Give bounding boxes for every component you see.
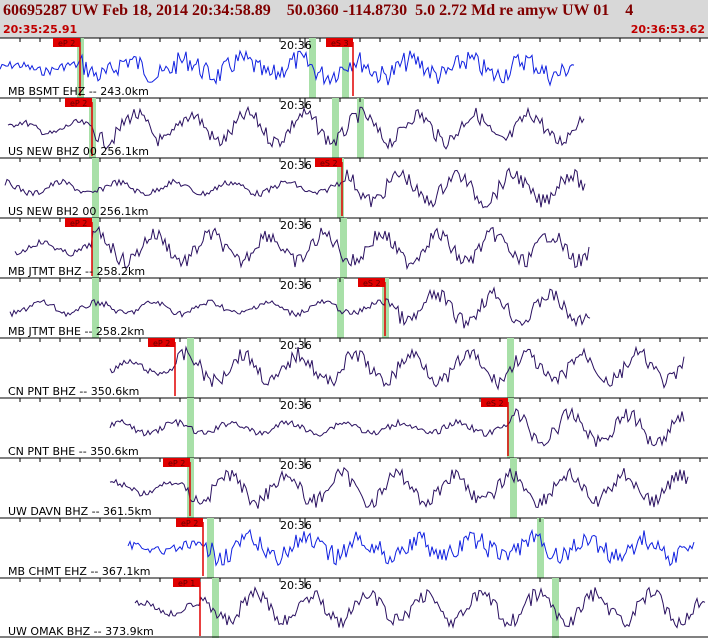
time-label: 20:36 bbox=[280, 159, 312, 172]
pick-label: eP 2 bbox=[70, 219, 87, 228]
header-bar bbox=[0, 0, 708, 38]
phase-band bbox=[337, 278, 344, 338]
phase-band bbox=[507, 398, 514, 458]
channel-label: US NEW BHZ 00 256.1km bbox=[8, 145, 149, 158]
waveform bbox=[134, 586, 706, 629]
pick-label: eS 2 bbox=[320, 159, 338, 168]
time-label: 20:36 bbox=[280, 399, 312, 412]
pick-flag bbox=[358, 278, 385, 287]
end-time: 20:36:53.62 bbox=[631, 23, 705, 36]
time-label: 20:36 bbox=[280, 459, 312, 472]
time-label: 20:36 bbox=[280, 219, 312, 232]
phase-band bbox=[187, 338, 194, 398]
phase-band bbox=[187, 398, 194, 458]
channel-label: MB BSMT EHZ -- 243.0km bbox=[8, 85, 149, 98]
phase-band bbox=[92, 218, 99, 278]
pick-label: eP 2 bbox=[70, 99, 87, 108]
pick-flag bbox=[326, 38, 353, 47]
channel-label: CN PNT BHZ -- 350.6km bbox=[8, 385, 139, 398]
channel-label: MB JTMT BHZ -- 258.2km bbox=[8, 265, 145, 278]
phase-band bbox=[510, 458, 517, 518]
channel-label: UW OMAK BHZ -- 373.9km bbox=[8, 625, 154, 638]
waveform bbox=[109, 345, 685, 391]
waveform bbox=[109, 406, 685, 447]
pick-label: eP 2 bbox=[181, 519, 198, 528]
phase-band bbox=[357, 98, 364, 158]
time-label: 20:36 bbox=[280, 579, 312, 592]
time-label: 20:36 bbox=[280, 279, 312, 292]
waveform bbox=[4, 167, 586, 209]
phase-band bbox=[337, 158, 344, 218]
pick-label: eP 2 bbox=[153, 339, 170, 348]
phase-band bbox=[207, 518, 214, 578]
phase-band bbox=[537, 518, 544, 578]
waveform bbox=[9, 286, 591, 329]
channel-label: UW DAVN BHZ -- 361.5km bbox=[8, 505, 152, 518]
pick-label: eP 1 bbox=[178, 579, 195, 588]
waveform bbox=[0, 49, 575, 87]
pick-flag bbox=[176, 518, 203, 527]
channel-label: CN PNT BHE -- 350.6km bbox=[8, 445, 139, 458]
phase-band bbox=[342, 38, 349, 98]
channel-label: MB JTMT BHE -- 258.2km bbox=[8, 325, 144, 338]
waveform bbox=[14, 225, 590, 271]
time-label: 20:36 bbox=[280, 39, 312, 52]
pick-flag bbox=[173, 578, 200, 587]
channel-label: MB CHMT EHZ -- 367.1km bbox=[8, 565, 150, 578]
waveform bbox=[109, 466, 689, 509]
pick-label: eP 2 bbox=[58, 39, 75, 48]
phase-band bbox=[552, 578, 559, 638]
pick-flag bbox=[148, 338, 175, 347]
phase-band bbox=[309, 38, 316, 98]
waveform bbox=[127, 528, 695, 567]
pick-flag bbox=[65, 218, 92, 227]
pick-label: eS 2 bbox=[486, 399, 504, 408]
header-title: 60695287 UW Feb 18, 2014 20:34:58.89 50.… bbox=[3, 2, 633, 19]
start-time: 20:35:25.91 bbox=[3, 23, 77, 36]
pick-flag bbox=[163, 458, 190, 467]
pick-flag bbox=[65, 98, 92, 107]
phase-band bbox=[212, 578, 219, 638]
phase-band bbox=[92, 158, 99, 218]
time-label: 20:36 bbox=[280, 99, 312, 112]
pick-flag bbox=[315, 158, 342, 167]
phase-band bbox=[340, 218, 347, 278]
pick-flag bbox=[481, 398, 508, 407]
pick-label: eS 2 bbox=[363, 279, 381, 288]
time-label: 20:36 bbox=[280, 339, 312, 352]
time-label: 20:36 bbox=[280, 519, 312, 532]
phase-band bbox=[92, 278, 99, 338]
waveform bbox=[7, 105, 585, 150]
pick-flag bbox=[53, 38, 80, 47]
pick-label: eP 2 bbox=[168, 459, 185, 468]
phase-band bbox=[332, 98, 339, 158]
channel-label: US NEW BH2 00 256.1km bbox=[8, 205, 148, 218]
pick-label: eS 3 bbox=[331, 39, 349, 48]
